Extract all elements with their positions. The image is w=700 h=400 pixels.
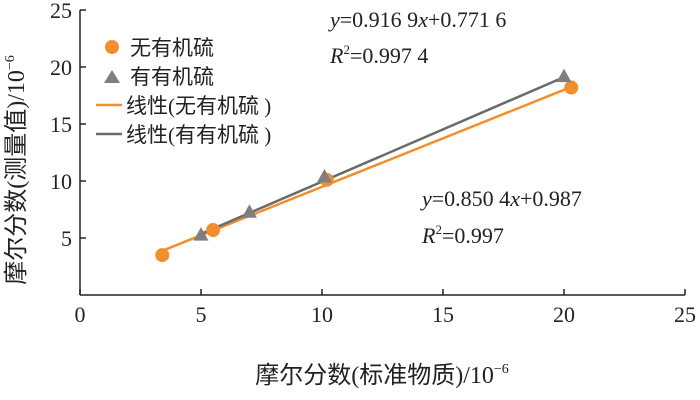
equation-top-line2: R2=0.997 4 [329,42,428,68]
legend-label-fit-no-organic: 线性(无有机硫 ) [126,94,271,118]
data-points [155,68,579,263]
fit-line-series-1 [200,76,565,236]
data-point-triangle [241,204,257,218]
y-tick-label: 25 [50,0,72,23]
data-point-circle [564,80,579,95]
y-tick-label: 10 [50,169,72,194]
y-axis-title: 摩尔分数(测量值)/10−6 [3,55,30,285]
x-tick-label: 5 [196,302,207,327]
equation-top-line1: y=0.916 9x+0.771 6 [328,7,506,32]
y-tick-label: 20 [50,55,72,80]
y-tick-label: 15 [50,112,72,137]
fit-lines [161,76,572,252]
data-point-circle [155,248,170,263]
legend-label-organic-sulfur: 有有机硫 [130,65,214,89]
data-point-circle [206,223,221,238]
data-point-triangle [316,168,332,183]
x-tick-label: 25 [674,302,696,327]
x-tick-label: 20 [553,302,575,327]
x-tick-label: 10 [311,302,333,327]
legend-label-fit-organic: 线性(有有机硫 ) [126,123,271,147]
equation-annotation-top: y=0.916 9x+0.771 6 R2=0.997 4 [328,7,506,68]
legend: 无有机硫 有有机硫 线性(无有机硫 ) 线性(有有机硫 ) [96,36,271,147]
legend-marker-triangle [104,70,120,83]
x-tick-label: 0 [75,302,86,327]
legend-label-no-organic-sulfur: 无有机硫 [130,36,214,60]
x-axis-title: 摩尔分数(标准物质)/10−6 [255,362,509,389]
data-point-triangle [193,227,209,241]
equation-bottom-line2: R2=0.997 [421,222,504,248]
axes: 0 5 10 15 20 25 5 10 15 20 25 [50,0,696,327]
fit-line-series-0 [161,85,572,252]
legend-marker-circle [105,40,119,54]
x-tick-label: 15 [432,302,454,327]
equation-annotation-bottom: y=0.850 4x+0.987 R2=0.997 [420,186,582,248]
data-point-triangle [556,68,572,83]
y-tick-label: 5 [61,226,72,251]
equation-bottom-line1: y=0.850 4x+0.987 [420,186,582,211]
